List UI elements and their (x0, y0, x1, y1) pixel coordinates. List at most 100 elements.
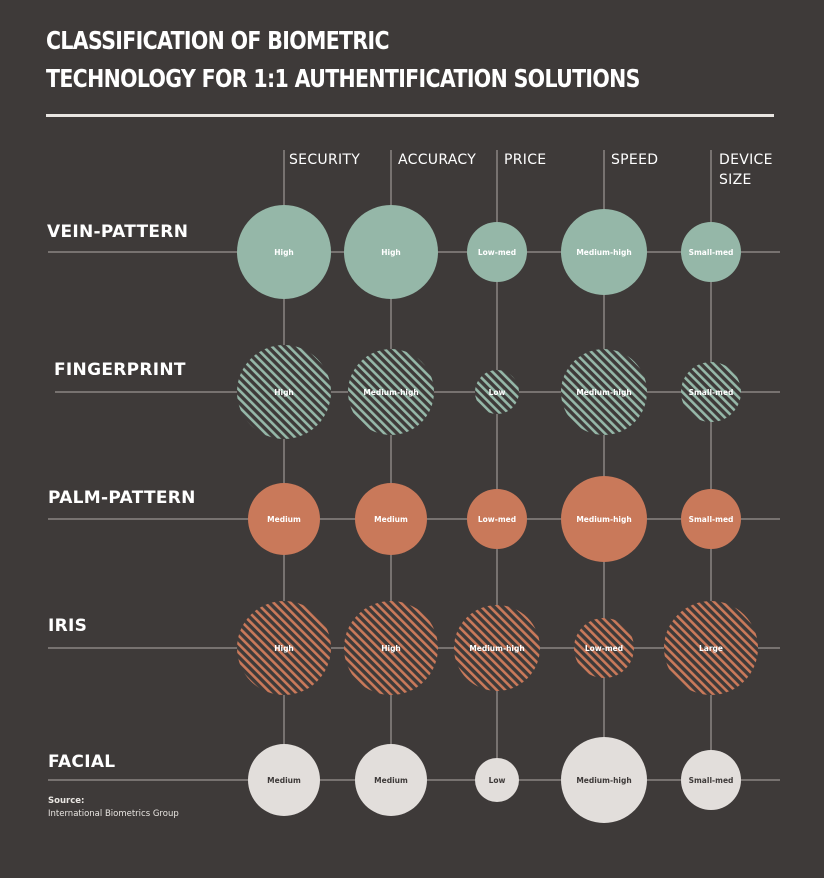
bubble-circle (248, 483, 320, 555)
bubble-label: High (381, 644, 401, 653)
bubble-circle (248, 744, 320, 816)
bubble-label: Small-med (689, 515, 734, 524)
bubble-circle (681, 750, 741, 810)
bubble: Small-med (681, 489, 741, 549)
bubble: Low (475, 758, 519, 802)
column-header-accuracy: ACCURACY (398, 150, 476, 170)
bubble: Small-med (681, 222, 741, 282)
bubble: Low-med (467, 489, 527, 549)
bubble-circle (561, 476, 647, 562)
bubble-circle (475, 370, 519, 414)
bubble: Medium-high (561, 209, 647, 295)
bubble-label: Medium-high (576, 248, 631, 257)
bubble: Small-med (681, 750, 741, 810)
bubble: Medium-high (561, 349, 647, 435)
bubble-label: Medium-high (576, 515, 631, 524)
row-label-iris: IRIS (48, 616, 88, 636)
bubble: Low (475, 370, 519, 414)
title-line-2: TECHNOLOGY FOR 1:1 AUTHENTIFICATION SOLU… (46, 64, 640, 93)
row-label-vein-pattern: VEIN-PATTERN (47, 222, 189, 242)
bubble-label: Low-med (478, 248, 516, 257)
bubble-label: Large (699, 644, 723, 653)
bubble: Medium-high (561, 737, 647, 823)
bubble-label: Small-med (689, 248, 734, 257)
bubble: Medium-high (561, 476, 647, 562)
bubble: High (344, 205, 438, 299)
bubble-label: Medium (374, 515, 408, 524)
column-header-speed: SPEED (611, 150, 658, 170)
source-heading: Source: (48, 796, 85, 806)
bubble: Small-med (681, 362, 741, 422)
source-note: Source: International Biometrics Group (48, 795, 179, 821)
bubble: Low-med (467, 222, 527, 282)
column-header-line: PRICE (504, 152, 547, 168)
bubble-label: Medium (267, 776, 301, 785)
column-header-price: PRICE (504, 150, 546, 170)
column-header-line: ACCURACY (398, 152, 477, 168)
bubble-circle (561, 737, 647, 823)
bubble-label: Small-med (689, 388, 734, 397)
bubble-circle (664, 601, 758, 695)
source-text: International Biometrics Group (48, 809, 179, 819)
bubble: Medium (355, 483, 427, 555)
title-line-1: CLASSIFICATION OF BIOMETRIC (46, 26, 390, 55)
bubble-label: High (274, 248, 294, 257)
bubble-label: Medium-high (576, 776, 631, 785)
bubble: High (237, 345, 331, 439)
column-header-device-size: DEVICE SIZE (719, 150, 773, 190)
bubble-circle (355, 483, 427, 555)
title-divider (46, 114, 774, 117)
column-header-line: SIZE (719, 172, 752, 188)
bubble: Medium-high (454, 605, 540, 691)
bubble-label: Medium (374, 776, 408, 785)
bubble-label: Medium-high (469, 644, 524, 653)
bubble: Low-med (574, 618, 634, 678)
bubble-circle (681, 222, 741, 282)
bubble: Large (664, 601, 758, 695)
column-header-security: SECURITY (289, 150, 360, 170)
bubble-circle (344, 205, 438, 299)
row-label-fingerprint: FINGERPRINT (54, 360, 186, 380)
bubble-circle (237, 601, 331, 695)
bubble-label: Small-med (689, 776, 734, 785)
row-label-palm-pattern: PALM-PATTERN (48, 488, 196, 508)
bubble-label: High (274, 644, 294, 653)
bubble: Medium (355, 744, 427, 816)
bubble-circle (237, 205, 331, 299)
bubbles: High High Low-med Medium-high Small-med High M… (237, 205, 758, 823)
bubble-circle (467, 489, 527, 549)
bubble-circle (454, 605, 540, 691)
row-label-facial: FACIAL (48, 752, 116, 772)
column-header-line: DEVICE (719, 152, 773, 168)
bubble-label: High (381, 248, 401, 257)
bubble-label: Low-med (585, 644, 623, 653)
bubble-label: Medium-high (576, 388, 631, 397)
bubble-label: Low (489, 776, 506, 785)
bubble-circle (475, 758, 519, 802)
bubble: High (237, 601, 331, 695)
bubble-circle (681, 362, 741, 422)
bubble-circle (355, 744, 427, 816)
bubble-circle (574, 618, 634, 678)
bubble: High (344, 601, 438, 695)
column-header-line: SECURITY (289, 152, 361, 168)
bubble-circle (467, 222, 527, 282)
bubble-circle (681, 489, 741, 549)
bubble: Medium-high (348, 349, 434, 435)
bubble-circle (348, 349, 434, 435)
bubble: Medium (248, 744, 320, 816)
bubble-circle (561, 209, 647, 295)
bubble-circle (344, 601, 438, 695)
page-title: CLASSIFICATION OF BIOMETRIC TECHNOLOGY F… (46, 22, 640, 98)
bubble-circle (237, 345, 331, 439)
bubble-label: Medium (267, 515, 301, 524)
bubble: Medium (248, 483, 320, 555)
bubble-label: Low (489, 388, 506, 397)
bubble-circle (561, 349, 647, 435)
bubble-label: Medium-high (363, 388, 418, 397)
column-header-line: SPEED (611, 152, 659, 168)
bubble-label: Low-med (478, 515, 516, 524)
bubble-label: High (274, 388, 294, 397)
